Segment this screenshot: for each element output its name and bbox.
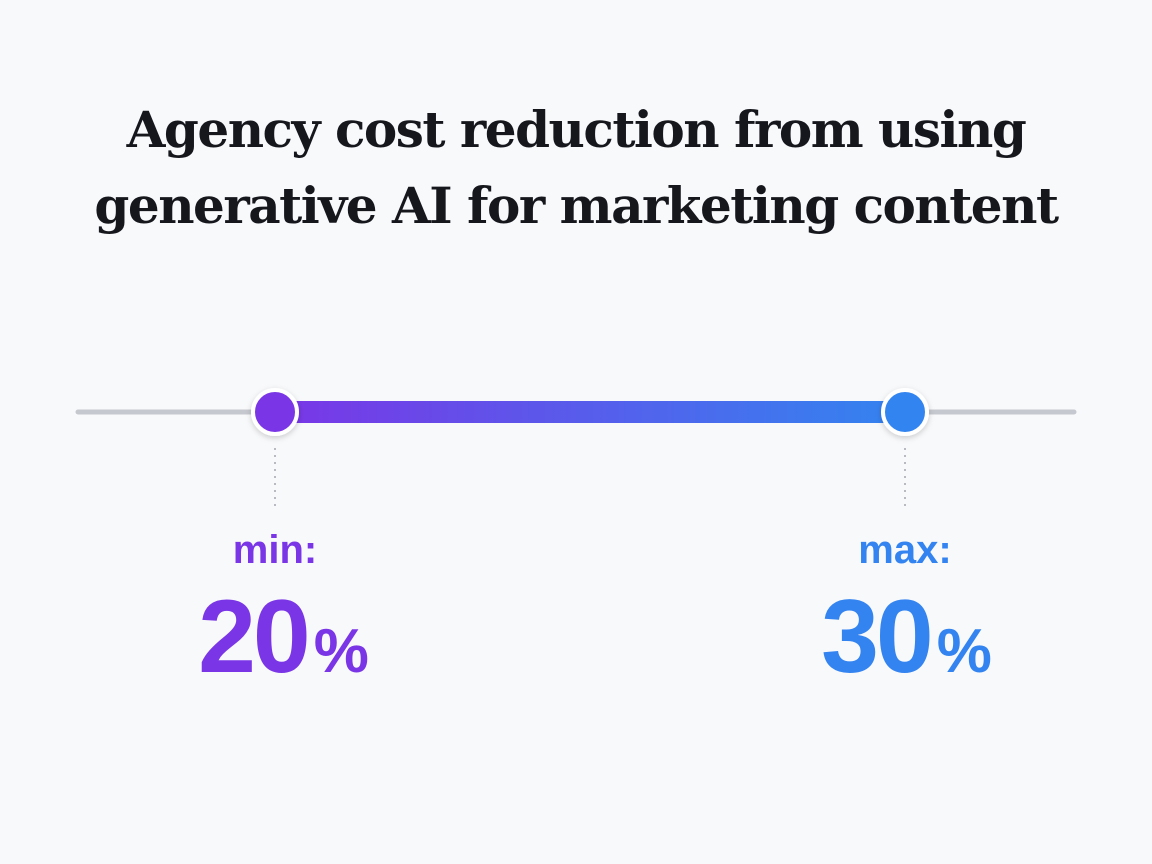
chart-title: Agency cost reduction from using generat… [40, 92, 1112, 244]
min-value: 20% [198, 579, 368, 695]
min-value-unit: % [314, 617, 368, 686]
min-value-number: 20 [198, 579, 308, 695]
max-label: max: [858, 528, 951, 572]
max-value-number: 30 [821, 579, 931, 695]
min-label: min: [233, 528, 317, 572]
max-value-unit: % [937, 617, 991, 686]
range-bar [275, 401, 905, 423]
chart-title-line-2: generative AI for marketing content [94, 176, 1059, 235]
max-handle [881, 388, 929, 436]
max-value: 30% [821, 579, 991, 695]
chart-title-line-1: Agency cost reduction from using [126, 100, 1027, 159]
min-handle [251, 388, 299, 436]
